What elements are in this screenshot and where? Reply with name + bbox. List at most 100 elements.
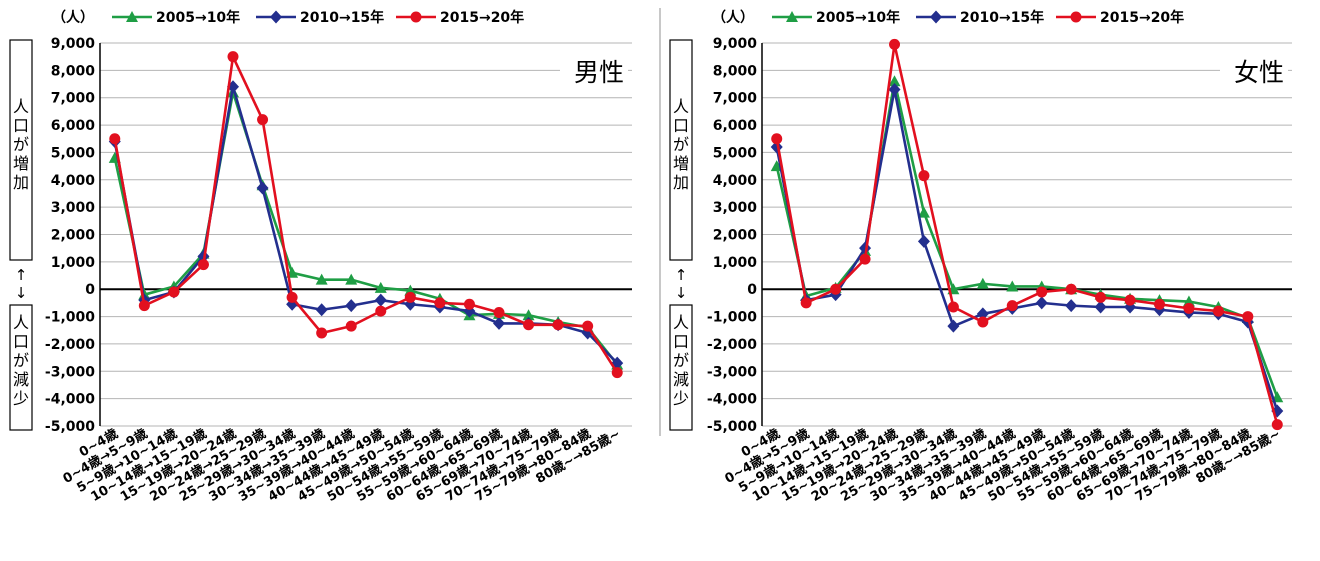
y-tick-label: 5,000 [713, 145, 758, 161]
decrease-box [9, 304, 33, 431]
y-tick-label: 2,000 [51, 228, 96, 244]
y-tick-label: 7,000 [713, 91, 758, 107]
increase-box-char: 口 [673, 116, 689, 135]
arrow-down: ↓ [675, 284, 688, 302]
increase-box-char: が [673, 135, 689, 154]
data-point-triangle [345, 273, 358, 285]
y-tick-label: 3,000 [51, 200, 96, 216]
y-tick-label: 9,000 [51, 36, 96, 52]
y-tick-label: -1,000 [707, 310, 757, 326]
data-point-circle [138, 300, 150, 312]
data-point-circle [523, 319, 535, 331]
legend-circle-marker [410, 11, 422, 23]
increase-box [669, 39, 693, 261]
data-point-diamond [917, 234, 930, 248]
increase-box-char: 増 [673, 154, 689, 173]
y-unit-label: （人） [712, 9, 754, 26]
y-tick-label: 2,000 [713, 228, 758, 244]
data-point-circle [1183, 302, 1195, 314]
data-point-circle [404, 291, 416, 303]
y-tick-label: 4,000 [713, 173, 758, 189]
data-point-circle [168, 286, 180, 298]
data-point-circle [257, 114, 269, 126]
data-point-diamond [888, 83, 901, 97]
legend-label: 2015→20年 [1100, 9, 1184, 26]
y-tick-label: 4,000 [51, 173, 96, 189]
decrease-box-char: 人 [673, 313, 689, 332]
data-point-circle [1212, 305, 1224, 317]
data-point-circle [463, 298, 475, 310]
data-point-triangle [522, 309, 535, 321]
y-tick-label: -4,000 [45, 392, 95, 408]
data-point-circle [552, 319, 564, 331]
increase-box-char: 人 [13, 97, 29, 116]
data-point-diamond [493, 316, 505, 330]
panel-label-bg [1220, 53, 1288, 87]
panel-label: 女性 [1234, 58, 1284, 87]
arrow-up: ↑ [15, 266, 28, 284]
y-tick-label: -1,000 [45, 310, 95, 326]
series-line-3 [113, 55, 619, 374]
series-line-1 [775, 80, 1279, 398]
y-tick-label: 5,000 [51, 145, 96, 161]
y-tick-label: 9,000 [713, 36, 758, 52]
y-tick-label: 8,000 [51, 63, 96, 79]
legend-label: 2005→10年 [816, 9, 900, 26]
decrease-box-char: 口 [13, 332, 29, 351]
y-tick-label: 8,000 [713, 63, 758, 79]
increase-box-char: 人 [673, 97, 689, 116]
y-tick-label: 6,000 [713, 118, 758, 134]
data-point-circle [109, 133, 121, 145]
data-point-circle [611, 367, 623, 379]
chart-panel-2: 9,000 8,000 7,000 6,000 5,000 4,000 3,000 2,000… [669, 9, 1292, 505]
data-point-diamond [374, 293, 387, 307]
increase-box-char: 増 [13, 154, 29, 173]
data-point-triangle [315, 273, 328, 285]
decrease-box-char: が [673, 351, 689, 370]
data-point-triangle [917, 206, 930, 218]
data-point-circle [227, 51, 239, 63]
data-point-circle [859, 253, 871, 265]
decrease-box-char: 減 [673, 370, 689, 389]
data-point-circle [1271, 419, 1283, 431]
legend-label: 2005→10年 [156, 9, 240, 26]
y-tick-label: 0 [85, 282, 95, 298]
decrease-box-char: が [13, 351, 29, 370]
arrow-up: ↑ [675, 266, 688, 284]
data-point-triangle [976, 277, 989, 289]
y-tick-label: 6,000 [51, 118, 96, 134]
data-point-diamond [1094, 300, 1107, 314]
decrease-box-char: 減 [13, 370, 29, 389]
data-point-circle [286, 291, 298, 303]
data-point-circle [434, 297, 446, 309]
y-tick-label: -2,000 [45, 337, 95, 353]
y-tick-label: -5,000 [707, 419, 757, 435]
legend-diamond-marker [270, 10, 282, 24]
legend-circle-marker [1070, 11, 1082, 23]
data-point-circle [800, 297, 812, 309]
data-point-circle [771, 133, 783, 145]
decrease-box-char: 少 [13, 389, 29, 408]
data-point-circle [1006, 300, 1018, 312]
legend-label: 2010→15年 [300, 9, 384, 26]
data-point-triangle [1006, 280, 1019, 292]
legend-label: 2015→20年 [440, 9, 524, 26]
series-line-2 [775, 88, 1279, 412]
data-point-diamond [256, 181, 269, 195]
series-line-2 [113, 85, 619, 364]
y-tick-label: -5,000 [45, 419, 95, 435]
y-tick-label: 7,000 [51, 91, 96, 107]
data-point-circle [830, 283, 842, 295]
data-point-diamond [345, 299, 358, 313]
legend-triangle-marker [126, 11, 138, 22]
data-point-circle [918, 170, 930, 182]
data-point-triangle [374, 281, 387, 293]
data-point-diamond [947, 319, 960, 333]
data-point-circle [582, 320, 594, 332]
y-tick-label: -4,000 [707, 392, 757, 408]
series-line-1 [113, 90, 619, 366]
y-tick-label: 1,000 [51, 255, 96, 271]
decrease-box-char: 口 [673, 332, 689, 351]
